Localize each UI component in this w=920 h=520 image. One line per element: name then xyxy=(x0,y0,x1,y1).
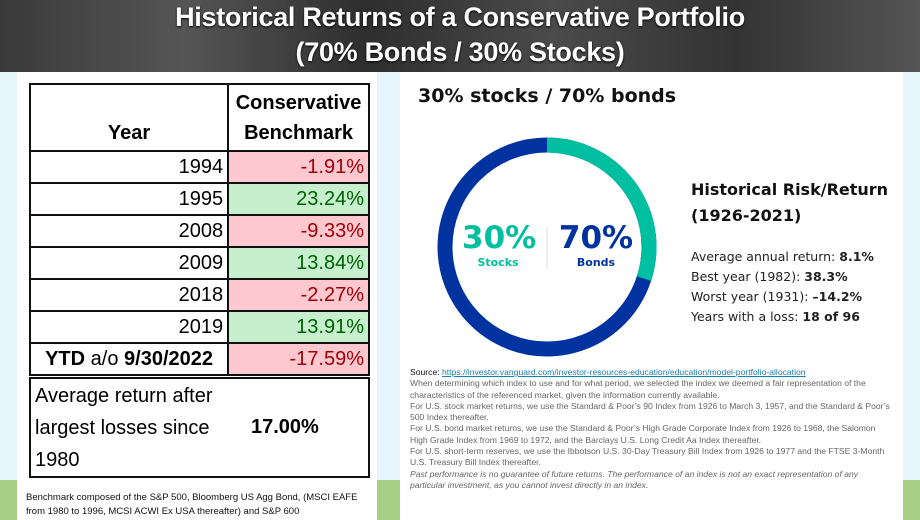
risk-stat: Worst year (1931): –14.2% xyxy=(691,287,874,307)
risk-stat: Best year (1982): 38.3% xyxy=(691,267,874,287)
ytd-value: -17.59% xyxy=(227,342,370,376)
disclaimer: Past performance is no guarantee of futu… xyxy=(410,468,859,490)
source-label: Source: xyxy=(410,367,443,377)
allocation-donut xyxy=(437,137,657,357)
returns-table: Year Conservative Benchmark 1994 -1.91% 19… xyxy=(28,83,370,376)
source-notes: Source: https://investor.vanguard.com/in… xyxy=(410,367,890,491)
row-value: -1.91% xyxy=(227,150,370,184)
stocks-percent: 30% xyxy=(462,220,537,256)
average-return-box: Average return after largest losses sinc… xyxy=(29,377,370,478)
source-paragraph: For U.S. short-term reserves, we use the… xyxy=(410,446,885,468)
risk-stat-label: Worst year (1931): xyxy=(691,289,813,304)
table-header-row: Year Conservative Benchmark xyxy=(28,83,370,152)
ytd-as-of: a/o xyxy=(90,347,119,370)
risk-stat-value: 8.1% xyxy=(839,249,874,264)
risk-stat-value: –14.2% xyxy=(812,289,863,304)
risk-stat: Years with a loss: 18 of 96 xyxy=(691,307,874,327)
stocks-arc xyxy=(437,137,657,357)
source-paragraph: When determining which index to use and … xyxy=(410,378,866,400)
table-row-ytd: YTD a/o 9/30/2022 -17.59% xyxy=(28,342,370,376)
risk-stat-label: Best year (1982): xyxy=(691,269,805,284)
returns-panel: Year Conservative Benchmark 1994 -1.91% 19… xyxy=(17,72,377,520)
table-row: 1994 -1.91% xyxy=(28,150,370,184)
row-value: -9.33% xyxy=(227,214,370,248)
stocks-label: Stocks xyxy=(477,256,519,269)
risk-stat-value: 38.3% xyxy=(804,269,848,284)
risk-heading-line-1: Historical Risk/Return xyxy=(691,180,889,199)
bonds-percent: 70% xyxy=(558,220,634,256)
header-year: Year xyxy=(28,83,230,152)
row-year: 2009 xyxy=(28,246,230,280)
background-grass xyxy=(0,480,17,520)
row-year: 2008 xyxy=(28,214,230,248)
risk-stat: Average annual return: 8.1% xyxy=(691,247,874,267)
risk-stat-label: Years with a loss: xyxy=(691,309,803,324)
row-year: 1995 xyxy=(28,182,230,216)
table-row: 2018 -2.27% xyxy=(28,278,370,312)
title-line-1: Historical Returns of a Conservative Por… xyxy=(175,2,745,32)
title-line-2: (70% Bonds / 30% Stocks) xyxy=(295,37,625,67)
table-row: 2009 13.84% xyxy=(28,246,370,280)
table-row: 2019 13.91% xyxy=(28,310,370,344)
source-paragraph: For U.S. stock market returns, we use th… xyxy=(410,400,890,423)
title-banner: Historical Returns of a Conservative Por… xyxy=(0,0,920,72)
risk-heading-line-2: (1926-2021) xyxy=(691,206,802,225)
bonds-label: Bonds xyxy=(576,256,616,269)
row-value: 23.24% xyxy=(227,182,370,216)
risk-stat-label: Average annual return: xyxy=(691,249,840,264)
header-benchmark: Conservative Benchmark xyxy=(227,83,370,152)
allocation-panel: 30% stocks / 70% bonds 30% Stocks 70% Bo… xyxy=(400,72,903,520)
average-return-label: Average return after largest losses sinc… xyxy=(35,384,213,471)
source-paragraph: For U.S. bond market returns, we use the… xyxy=(410,423,876,445)
source-link[interactable]: https://investor.vanguard.com/investor-r… xyxy=(442,367,806,377)
table-row: 1995 23.24% xyxy=(28,182,370,216)
risk-stat-value: 18 of 96 xyxy=(802,309,860,324)
row-year: 2019 xyxy=(28,310,230,344)
table-row: 2008 -9.33% xyxy=(28,214,370,248)
benchmark-footnote: Benchmark composed of the S&P 500, Bloom… xyxy=(26,492,358,517)
background-grass xyxy=(377,480,400,520)
row-year: 1994 xyxy=(28,150,230,184)
allocation-heading: 30% stocks / 70% bonds xyxy=(418,85,677,107)
background-grass xyxy=(903,480,920,520)
row-year: 2018 xyxy=(28,278,230,312)
average-return-value: 17.00% xyxy=(251,416,319,438)
row-value: 13.84% xyxy=(227,246,370,280)
ytd-date: 9/30/2022 xyxy=(124,347,213,370)
risk-stats: Average annual return: 8.1% Best year (19… xyxy=(691,247,874,327)
row-value: 13.91% xyxy=(227,310,370,344)
ytd-label: YTD xyxy=(45,347,86,370)
risk-heading: Historical Risk/Return (1926-2021) xyxy=(691,177,888,229)
row-value: -2.27% xyxy=(227,278,370,312)
